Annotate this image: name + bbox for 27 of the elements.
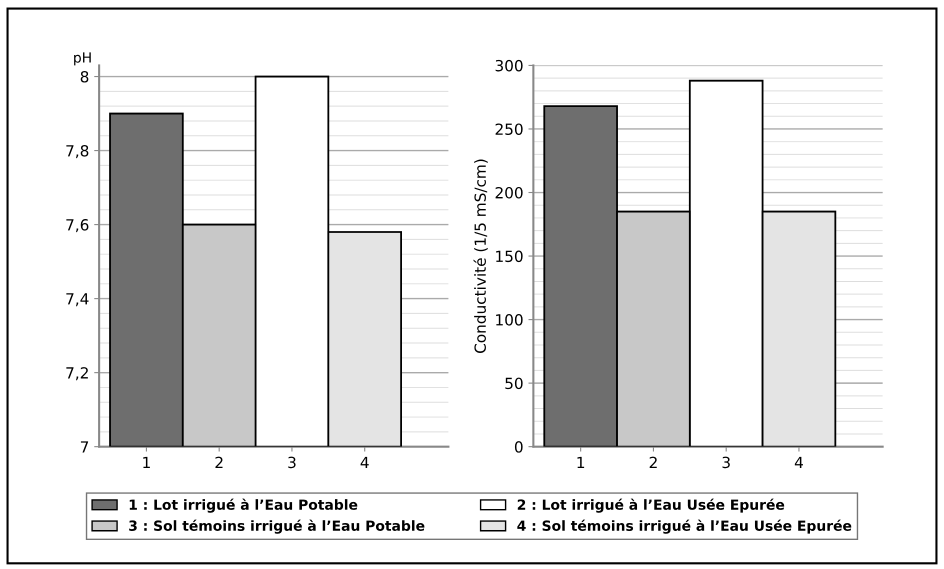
y-tick-label: 7 (80, 441, 88, 452)
x-tick-label: 2 (215, 456, 223, 468)
x-tick-label: 1 (577, 456, 584, 468)
y-tick-label: 200 (496, 186, 523, 199)
y-tick-label: 300 (496, 60, 523, 72)
y-axis-title: Conductivité (1/5 mS/cm) (474, 160, 488, 354)
y-tick-label: 7,6 (66, 219, 88, 232)
y-tick-label: 7,4 (66, 293, 89, 306)
legend-label: 3 : Sol témoins irrigué à l’Eau Potable (129, 520, 424, 534)
x-tick-label: 1 (143, 456, 150, 468)
x-tick-label: 2 (650, 456, 657, 468)
y-tick-label: 150 (496, 250, 523, 262)
y-tick-label: 250 (496, 123, 523, 135)
x-tick-label: 4 (794, 456, 803, 468)
y-tick-label: 7,2 (66, 367, 88, 380)
x-tick-label: 3 (722, 456, 730, 468)
y-tick-label: 50 (505, 378, 523, 390)
y-axis-title: pH (74, 52, 91, 66)
y-tick-label: 100 (496, 314, 523, 326)
y-tick-label: 7,8 (66, 145, 88, 158)
legend-label: 1 : Lot irrigué à l’Eau Potable (130, 498, 358, 513)
y-tick-label: 0 (514, 441, 523, 453)
legend-label: 2 : Lot irrigué à l’Eau Usée Epurée (518, 498, 784, 513)
x-tick-label: 3 (288, 456, 296, 468)
y-tick-label: 8 (80, 71, 88, 83)
legend-label: 4 : Sol témoins irrigué à l’Eau Usée Epurée (517, 520, 852, 534)
x-tick-label: 4 (360, 456, 369, 468)
